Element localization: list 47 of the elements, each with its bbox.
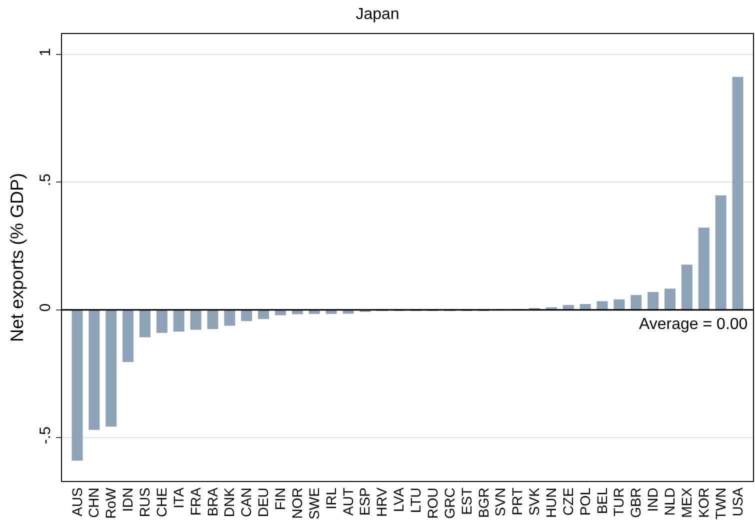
- x-tick-label: BEL: [594, 487, 610, 514]
- x-tick-label: KOR: [695, 488, 712, 518]
- x-tick-label: FRA: [187, 486, 204, 516]
- x-tick-label: PRT: [509, 487, 526, 516]
- x-tick-label: GBR: [628, 488, 644, 518]
- chart-title: Japan: [356, 6, 400, 24]
- x-tick-label: AUT: [340, 487, 356, 516]
- x-tick-label: GRC: [441, 488, 458, 519]
- ref-line-label: Average = 0.00: [639, 316, 748, 333]
- x-tick-label: FIN: [272, 488, 288, 510]
- x-tick-label: USA: [729, 486, 746, 516]
- x-tick-label: POL: [576, 487, 593, 516]
- x-tick-label: RUS: [136, 488, 153, 518]
- y-tick-label: 0: [37, 303, 54, 312]
- x-tick-label: CHE: [153, 488, 170, 518]
- x-tick-label: CAN: [238, 488, 254, 518]
- x-tick-label: TWN: [712, 488, 728, 520]
- x-tick-label: BGR: [475, 488, 492, 518]
- x-tick-label: IND: [644, 488, 661, 512]
- x-tick-label: HUN: [543, 488, 560, 518]
- x-tick-label: AUS: [68, 488, 85, 516]
- x-tick-label: SWE: [306, 488, 322, 520]
- x-tick-label: NOR: [288, 488, 305, 519]
- x-tick-label: IRL: [322, 487, 339, 510]
- x-tick-label: ITA: [170, 486, 186, 508]
- x-tick-label: BRA: [204, 486, 220, 516]
- x-tick-label: ESP: [356, 488, 373, 516]
- x-tick-label: CZE: [560, 488, 576, 516]
- y-tick-label: .5: [37, 174, 54, 186]
- x-tick-label: SVN: [492, 488, 508, 516]
- x-tick-label: SVK: [526, 486, 542, 516]
- x-tick-label: DNK: [221, 486, 238, 518]
- x-tick-label: CHN: [86, 488, 102, 518]
- x-tick-label: RoW: [102, 486, 119, 519]
- x-tick-label: MEX: [678, 486, 694, 518]
- y-axis-title: Net exports (% GDP): [7, 172, 28, 342]
- y-tick-label: 1: [37, 48, 54, 56]
- x-tick-label: LTU: [408, 488, 424, 514]
- x-tick-label: HRV: [374, 486, 390, 517]
- x-tick-label: NLD: [662, 488, 678, 516]
- x-tick-label: IDN: [120, 488, 136, 512]
- x-tick-label: EST: [458, 487, 474, 515]
- y-tick-label: -.5: [37, 426, 54, 444]
- x-tick-label: DEU: [255, 488, 272, 518]
- x-tick-label: ROU: [424, 488, 440, 519]
- x-tick-label: LVA: [390, 486, 407, 512]
- x-tick-label: TUR: [610, 488, 627, 516]
